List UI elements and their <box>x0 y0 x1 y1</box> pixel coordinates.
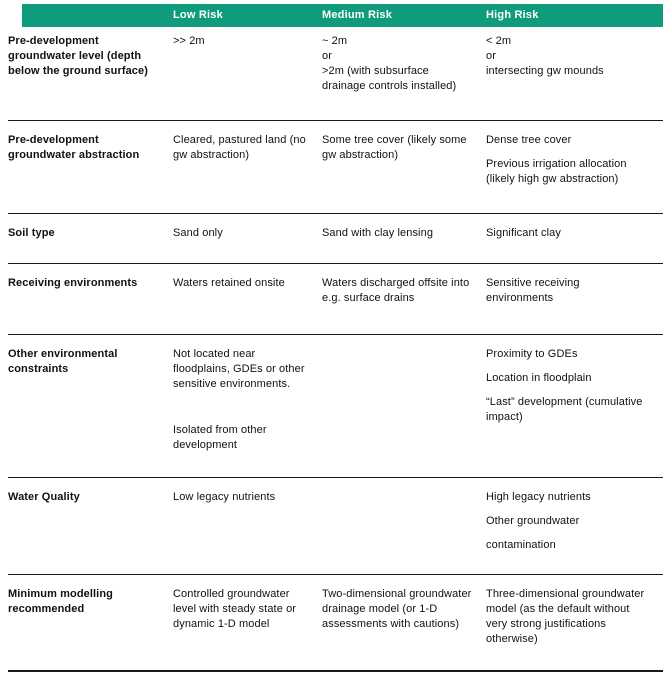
header-cell-medium-risk: Medium Risk <box>322 9 393 21</box>
cell-soil-type-low: Sand only <box>173 227 223 239</box>
header-cell-high-risk: High Risk <box>486 9 539 21</box>
risk-table-body: Pre-development groundwater level (depth… <box>8 27 663 672</box>
table-row-groundwater-abstraction: Pre-development groundwater abstraction … <box>8 120 663 213</box>
row-header-minimum-modelling: Minimum modelling recommended <box>8 588 113 615</box>
cell-groundwater-abstraction-low: Cleared, pastured land (no gw abstractio… <box>173 134 306 161</box>
cell-minimum-modelling-high: Three-dimensional groundwater model (as … <box>486 588 645 645</box>
row-header-other-environmental-constraints: Other environmental constraints <box>8 348 118 375</box>
cell-receiving-environments-low: Waters retained onsite <box>173 277 285 289</box>
table-row-minimum-modelling: Minimum modelling recommended Controlled… <box>8 574 663 670</box>
cell-other-constraints-low: Not located near floodplains, GDEs or ot… <box>173 348 305 451</box>
table-row-groundwater-level: Pre-development groundwater level (depth… <box>8 27 663 120</box>
cell-soil-type-medium: Sand with clay lensing <box>322 227 434 239</box>
cell-receiving-environments-high: Sensitive receiving environments <box>486 277 580 304</box>
row-header-soil-type: Soil type <box>8 227 55 239</box>
cell-soil-type-high: Significant clay <box>486 227 561 239</box>
table-row-other-environmental-constraints: Other environmental constraints Not loca… <box>8 334 663 477</box>
cell-water-quality-high: High legacy nutrients Other groundwater co… <box>486 491 591 551</box>
cell-other-constraints-medium <box>322 347 486 477</box>
row-header-receiving-environments: Receiving environments <box>8 277 138 289</box>
cell-receiving-environments-medium: Waters discharged offsite into e.g. surf… <box>322 277 470 304</box>
table-row-receiving-environments: Receiving environments Waters retained o… <box>8 263 663 334</box>
row-header-groundwater-level: Pre-development groundwater level (depth… <box>8 35 149 77</box>
table-header-row: Low Risk Medium Risk High Risk <box>22 4 663 27</box>
table-row-soil-type: Soil type Sand only Sand with clay lensi… <box>8 213 663 263</box>
cell-groundwater-abstraction-medium: Some tree cover (likely some gw abstract… <box>322 134 467 161</box>
cell-groundwater-level-high: < 2m or intersecting gw mounds <box>486 35 604 77</box>
cell-groundwater-abstraction-high: Dense tree cover Previous irrigation allo… <box>486 134 627 185</box>
cell-other-constraints-high: Proximity to GDEs Location in floodplain “… <box>486 348 643 423</box>
row-header-groundwater-abstraction: Pre-development groundwater abstraction <box>8 134 140 161</box>
table-row-water-quality: Water Quality Low legacy nutrients High … <box>8 477 663 574</box>
cell-groundwater-level-medium: ~ 2m or >2m (with subsurface drainage co… <box>322 35 457 92</box>
row-header-water-quality: Water Quality <box>8 491 80 503</box>
cell-minimum-modelling-medium: Two-dimensional groundwater drainage mod… <box>322 588 472 630</box>
cell-water-quality-medium <box>322 490 486 574</box>
cell-water-quality-low: Low legacy nutrients <box>173 491 276 503</box>
cell-minimum-modelling-low: Controlled groundwater level with steady… <box>173 588 297 630</box>
header-cell-low-risk: Low Risk <box>173 9 223 21</box>
cell-groundwater-level-low: >> 2m <box>173 35 205 47</box>
